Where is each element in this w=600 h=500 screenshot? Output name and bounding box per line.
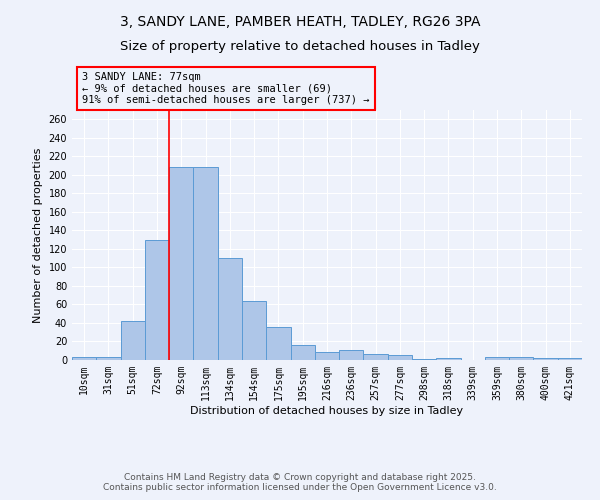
Bar (145, 240, 169, 360)
Bar (412, 359, 436, 360)
Bar (72, 357, 96, 360)
Bar (364, 354, 388, 360)
Bar (339, 350, 364, 360)
Bar (218, 258, 242, 360)
Text: Contains HM Land Registry data © Crown copyright and database right 2025.
Contai: Contains HM Land Registry data © Crown c… (103, 473, 497, 492)
Bar (509, 357, 533, 360)
Bar (96, 357, 121, 360)
Bar (242, 300, 266, 360)
Bar (533, 358, 558, 360)
Bar (315, 352, 339, 360)
X-axis label: Distribution of detached houses by size in Tadley: Distribution of detached houses by size … (190, 406, 464, 415)
Text: 3, SANDY LANE, PAMBER HEATH, TADLEY, RG26 3PA: 3, SANDY LANE, PAMBER HEATH, TADLEY, RG2… (120, 15, 480, 29)
Bar (436, 358, 461, 360)
Bar (193, 168, 218, 360)
Y-axis label: Number of detached properties: Number of detached properties (33, 148, 43, 322)
Bar (266, 326, 290, 360)
Text: Size of property relative to detached houses in Tadley: Size of property relative to detached ho… (120, 40, 480, 53)
Bar (388, 356, 412, 360)
Text: 3 SANDY LANE: 77sqm
← 9% of detached houses are smaller (69)
91% of semi-detache: 3 SANDY LANE: 77sqm ← 9% of detached hou… (82, 72, 370, 105)
Bar (558, 358, 582, 360)
Bar (169, 168, 193, 360)
Bar (290, 345, 315, 360)
Bar (485, 357, 509, 360)
Bar (121, 321, 145, 360)
